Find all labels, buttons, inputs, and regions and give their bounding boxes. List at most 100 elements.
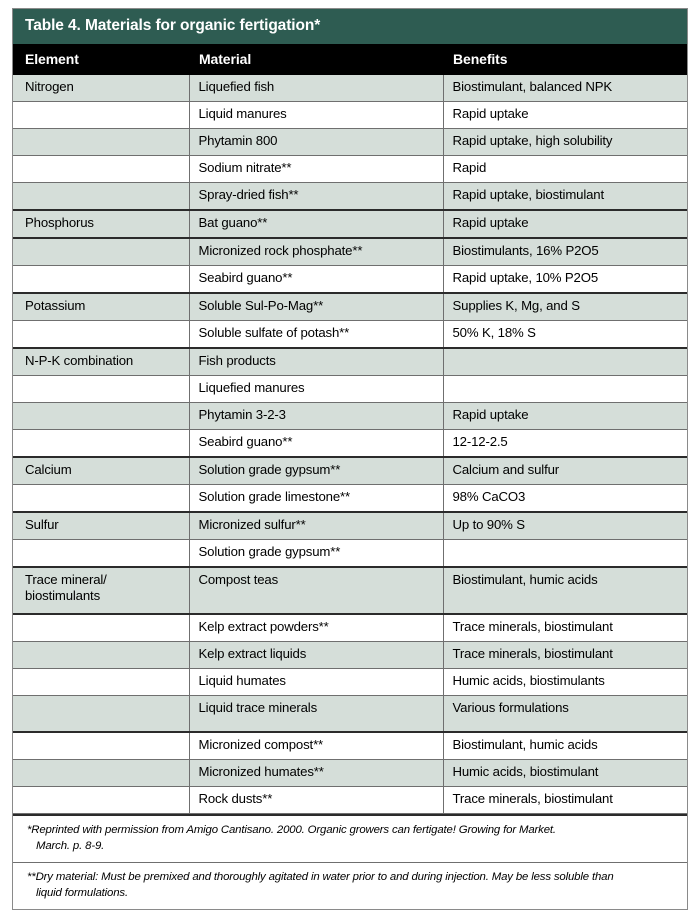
cell-material: Soluble Sul-Po-Mag**: [188, 291, 443, 321]
cell-element: [13, 402, 189, 430]
cell-benefits: [442, 539, 687, 568]
cell-element: [13, 128, 189, 156]
cell-benefits: Rapid uptake, biostimulant: [442, 182, 687, 211]
footnote-double-asterisk-line2: liquid formulations.: [36, 887, 128, 900]
cell-material: Micronized sulfur**: [188, 510, 443, 540]
table-row: Calcium Solution grade gypsum** Calcium an…: [13, 455, 687, 485]
table-row: Spray-dried fish** Rapid uptake, biostimu…: [13, 182, 687, 211]
cell-element: Sulfur: [13, 510, 189, 540]
cell-benefits: [442, 346, 687, 376]
column-header-material: Material: [189, 43, 443, 75]
cell-material: Micronized compost**: [188, 730, 443, 760]
cell-benefits: Rapid uptake: [442, 208, 687, 239]
table-row: Phytamin 3-2-3 Rapid uptake: [13, 402, 687, 430]
cell-material: Micronized humates**: [188, 759, 443, 787]
cell-benefits: Trace minerals, biostimulant: [442, 641, 687, 669]
table-row: Solution grade limestone** 98% CaCO3: [13, 484, 687, 513]
cell-material: Solution grade gypsum**: [188, 539, 443, 568]
cell-element: [13, 786, 189, 814]
cell-element: [13, 484, 189, 513]
cell-element: [13, 265, 189, 294]
footnote-asterisk-line2: March. p. 8-9.: [36, 840, 105, 853]
cell-material: Soluble sulfate of potash**: [188, 320, 443, 349]
footnote-asterisk: *Reprinted with permission from Amigo Ca…: [13, 813, 687, 862]
cell-material: Compost teas: [188, 565, 443, 615]
cell-benefits: Up to 90% S: [442, 510, 687, 540]
footnote-asterisk-line1: *Reprinted with permission from Amigo Ca…: [27, 823, 556, 836]
cell-element: [13, 236, 189, 266]
materials-table-container: Table 4. Materials for organic fertigati…: [12, 8, 688, 910]
cell-element: [13, 155, 189, 183]
table-row: Kelp extract powders** Trace minerals, bi…: [13, 612, 687, 642]
cell-element: [13, 612, 189, 642]
table-row: N-P-K combination Fish products: [13, 346, 687, 376]
table-row: Micronized rock phosphate** Biostimulants…: [13, 236, 687, 266]
cell-material: Sodium nitrate**: [188, 155, 443, 183]
cell-benefits: Biostimulant, humic acids: [442, 565, 687, 615]
cell-material: Kelp extract powders**: [188, 612, 443, 642]
cell-element: Calcium: [13, 455, 189, 485]
cell-benefits: Biostimulants, 16% P2O5: [442, 236, 687, 266]
table-row: Potassium Soluble Sul-Po-Mag** Supplies K,…: [13, 291, 687, 321]
table-row: Trace mineral/biostimulants Compost teas B…: [13, 565, 687, 615]
cell-benefits: Biostimulant, balanced NPK: [442, 74, 687, 102]
cell-material: Liquefied manures: [188, 375, 443, 403]
cell-benefits: Rapid: [442, 155, 687, 183]
cell-material: Solution grade gypsum**: [188, 455, 443, 485]
cell-element: [13, 759, 189, 787]
cell-material: Phytamin 3-2-3: [188, 402, 443, 430]
footnote-double-asterisk: **Dry material: Must be premixed and tho…: [13, 861, 687, 909]
table-title: Table 4. Materials for organic fertigati…: [13, 9, 687, 44]
table-row: Seabird guano** Rapid uptake, 10% P2O5: [13, 265, 687, 294]
cell-benefits: Rapid uptake: [442, 101, 687, 129]
cell-material: Liquid humates: [188, 668, 443, 696]
cell-benefits: Trace minerals, biostimulant: [442, 786, 687, 814]
column-header-benefits: Benefits: [443, 43, 687, 75]
cell-material: Kelp extract liquids: [188, 641, 443, 669]
cell-benefits: Rapid uptake: [442, 402, 687, 430]
table-body: Nitrogen Liquefied fish Biostimulant, bala…: [13, 74, 687, 814]
cell-element: Phosphorus: [13, 208, 189, 239]
cell-material: Rock dusts**: [188, 786, 443, 814]
cell-material: Spray-dried fish**: [188, 182, 443, 211]
cell-element: [13, 695, 189, 733]
table-row: Kelp extract liquids Trace minerals, bios…: [13, 641, 687, 669]
cell-benefits: 12-12-2.5: [442, 429, 687, 458]
cell-element: [13, 668, 189, 696]
materials-table: Element Material Benefits Nitrogen Liquef…: [13, 43, 687, 814]
cell-benefits: Supplies K, Mg, and S: [442, 291, 687, 321]
cell-benefits: Humic acids, biostimulant: [442, 759, 687, 787]
cell-material: Liquefied fish: [188, 74, 443, 102]
cell-benefits: 50% K, 18% S: [442, 320, 687, 349]
table-row: Phosphorus Bat guano** Rapid uptake: [13, 208, 687, 239]
table-header: Element Material Benefits: [13, 43, 687, 75]
cell-material: Seabird guano**: [188, 265, 443, 294]
cell-benefits: Rapid uptake, 10% P2O5: [442, 265, 687, 294]
table-row: Micronized compost** Biostimulant, humic …: [13, 730, 687, 760]
cell-benefits: 98% CaCO3: [442, 484, 687, 513]
table-row: Rock dusts** Trace minerals, biostimulant: [13, 786, 687, 814]
cell-benefits: Rapid uptake, high solubility: [442, 128, 687, 156]
cell-material: Fish products: [188, 346, 443, 376]
cell-element: [13, 730, 189, 760]
cell-material: Liquid manures: [188, 101, 443, 129]
table-row: Phytamin 800 Rapid uptake, high solubilit…: [13, 128, 687, 156]
column-header-element: Element: [13, 43, 189, 75]
cell-element: [13, 429, 189, 458]
cell-element: [13, 539, 189, 568]
table-row: Solution grade gypsum**: [13, 539, 687, 568]
cell-material: Phytamin 800: [188, 128, 443, 156]
table-row: Seabird guano** 12-12-2.5: [13, 429, 687, 458]
cell-element: Trace mineral/biostimulants: [13, 565, 189, 615]
cell-material: Seabird guano**: [188, 429, 443, 458]
footnote-double-asterisk-line1: **Dry material: Must be premixed and tho…: [27, 870, 614, 883]
table-header-row: Element Material Benefits: [13, 43, 687, 75]
cell-benefits: Trace minerals, biostimulant: [442, 612, 687, 642]
table-row: Liquefied manures: [13, 375, 687, 403]
cell-material: Micronized rock phosphate**: [188, 236, 443, 266]
table-row: Soluble sulfate of potash** 50% K, 18% S: [13, 320, 687, 349]
cell-element: [13, 101, 189, 129]
cell-benefits: Calcium and sulfur: [442, 455, 687, 485]
table-row: Nitrogen Liquefied fish Biostimulant, bala…: [13, 74, 687, 102]
cell-element: [13, 320, 189, 349]
